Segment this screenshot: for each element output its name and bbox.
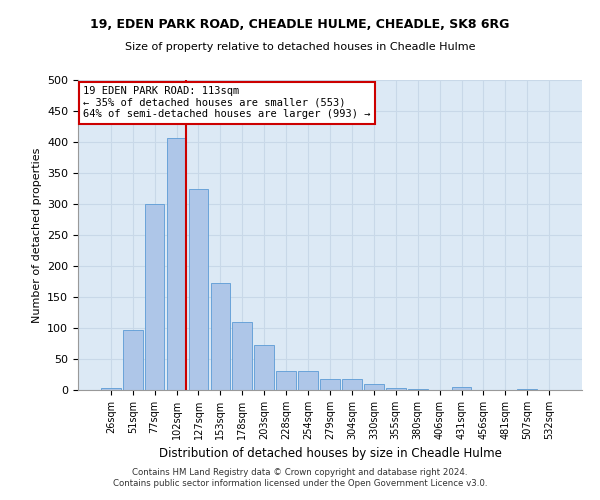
Bar (517, 389, 537, 390)
Bar (276, 372, 296, 390)
Bar (101, 388, 121, 390)
Bar (452, 387, 472, 390)
Text: Contains HM Land Registry data © Crown copyright and database right 2024.
Contai: Contains HM Land Registry data © Crown c… (113, 468, 487, 487)
Text: Size of property relative to detached houses in Cheadle Hulme: Size of property relative to detached ho… (125, 42, 475, 52)
Bar (254, 344, 274, 390)
Bar (145, 204, 164, 390)
X-axis label: Distribution of detached houses by size in Cheadle Hulme: Distribution of detached houses by size … (158, 448, 502, 460)
Bar (188, 188, 208, 390)
Bar (232, 322, 252, 390)
Bar (320, 379, 340, 390)
Bar (386, 388, 406, 390)
Bar (123, 330, 143, 390)
Bar (211, 284, 230, 390)
Bar (342, 380, 362, 390)
Text: 19, EDEN PARK ROAD, CHEADLE HULME, CHEADLE, SK8 6RG: 19, EDEN PARK ROAD, CHEADLE HULME, CHEAD… (91, 18, 509, 30)
Bar (408, 389, 428, 390)
Y-axis label: Number of detached properties: Number of detached properties (32, 148, 41, 322)
Bar (364, 384, 384, 390)
Text: 19 EDEN PARK ROAD: 113sqm
← 35% of detached houses are smaller (553)
64% of semi: 19 EDEN PARK ROAD: 113sqm ← 35% of detac… (83, 86, 371, 120)
Bar (167, 138, 187, 390)
Bar (298, 372, 318, 390)
